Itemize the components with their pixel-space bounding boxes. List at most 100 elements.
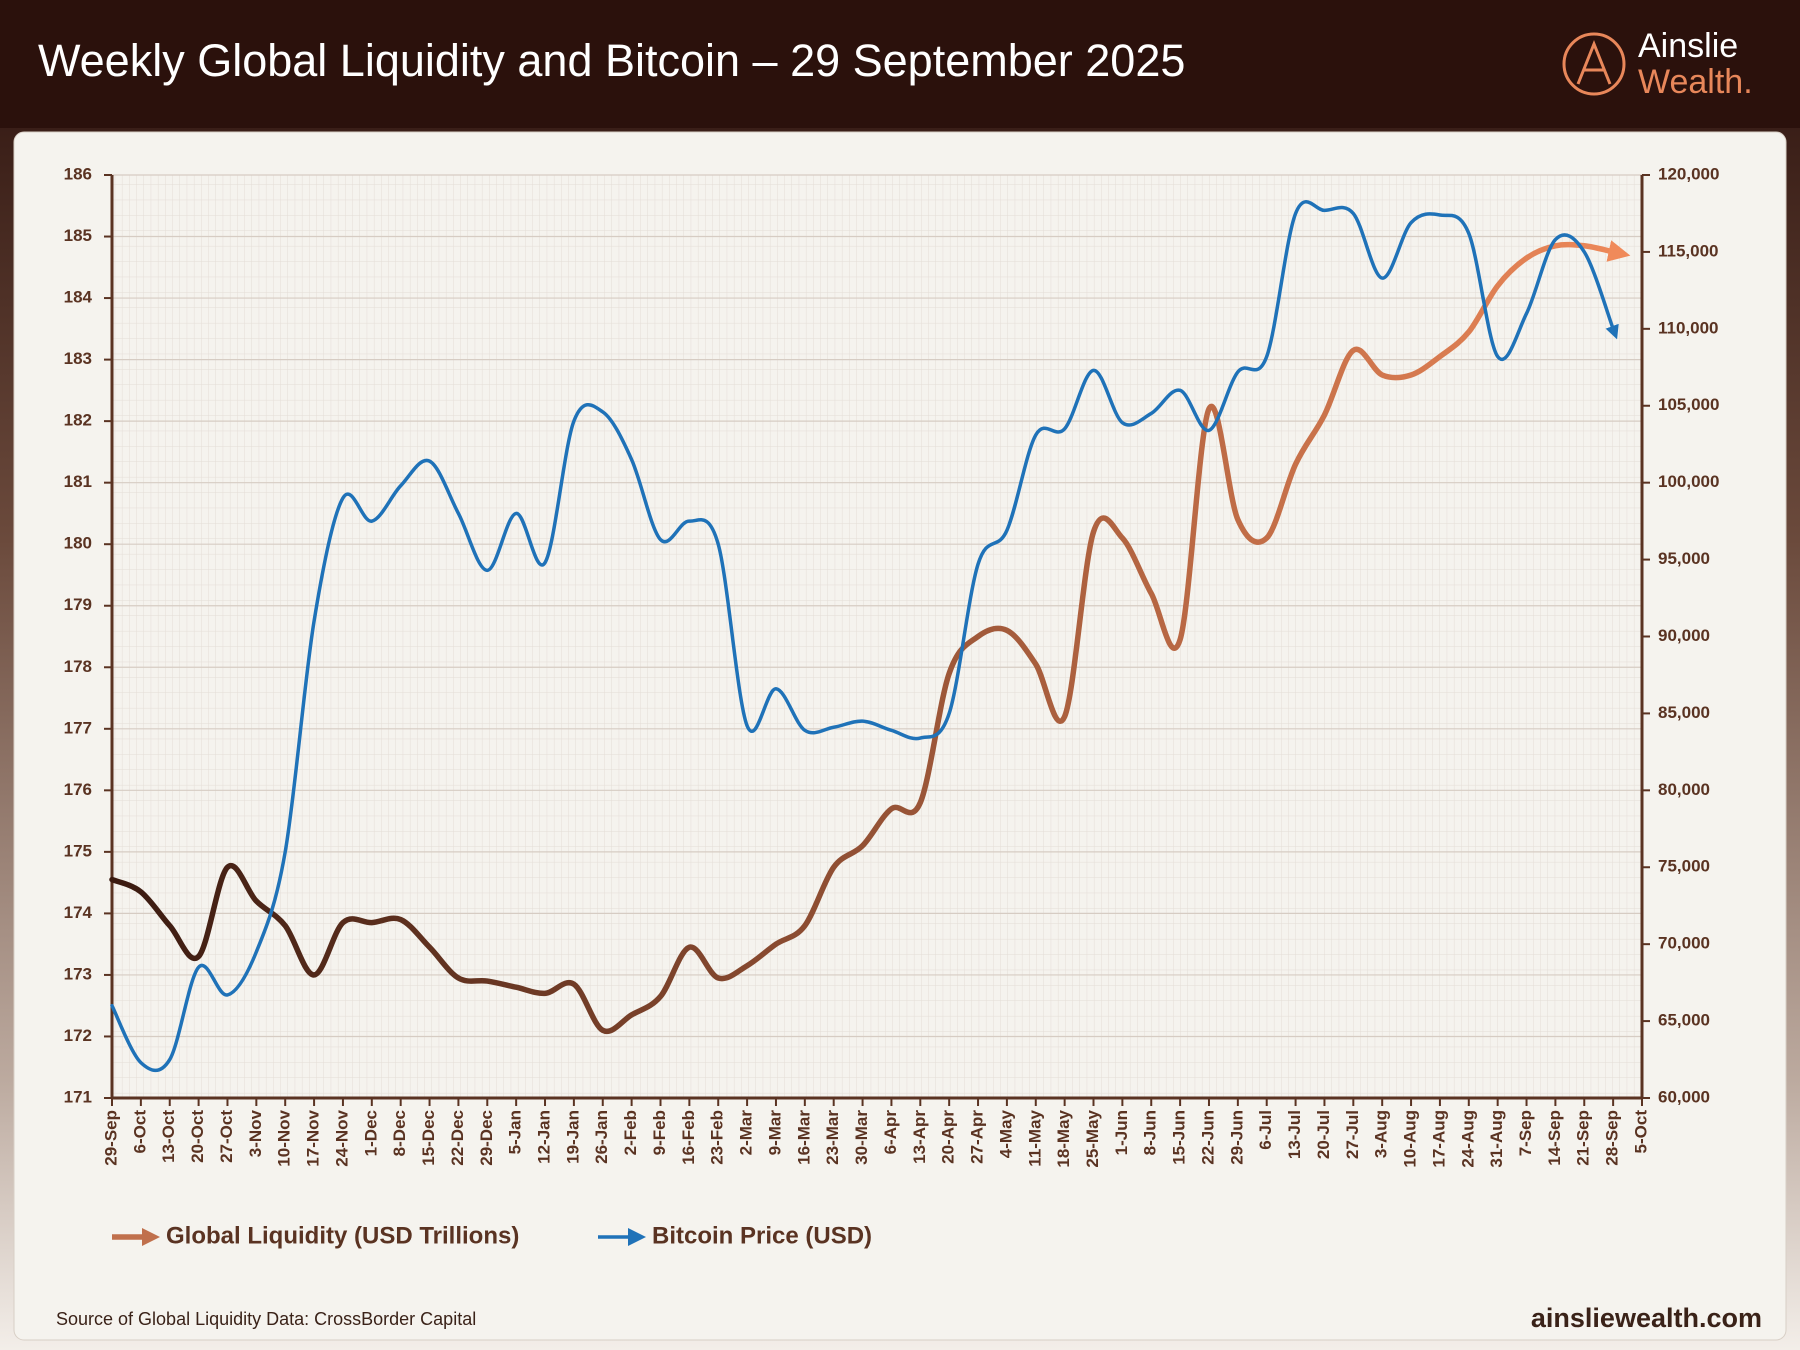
x-tick-label: 6-Jul xyxy=(1256,1110,1275,1150)
x-tick-label: 29-Jun xyxy=(1227,1110,1246,1165)
x-tick-label: 6-Apr xyxy=(881,1110,900,1155)
y2-tick-label: 115,000 xyxy=(1658,241,1719,260)
legend-arrow xyxy=(142,1228,160,1246)
y-tick-label: 173 xyxy=(64,964,92,983)
y2-tick-label: 75,000 xyxy=(1658,857,1710,876)
x-tick-label: 4-May xyxy=(996,1109,1015,1158)
x-tick-label: 15-Dec xyxy=(419,1110,438,1166)
y-tick-label: 175 xyxy=(64,841,92,860)
x-tick-label: 8-Jun xyxy=(1141,1110,1160,1155)
x-tick-label: 3-Nov xyxy=(246,1109,265,1157)
x-tick-label: 23-Mar xyxy=(823,1110,842,1165)
legend-arrow xyxy=(628,1228,646,1246)
x-tick-label: 20-Oct xyxy=(188,1110,207,1163)
header xyxy=(0,0,1800,128)
x-tick-label: 24-Nov xyxy=(332,1109,351,1166)
x-tick-label: 19-Jan xyxy=(563,1110,582,1164)
legend-label: Global Liquidity (USD Trillions) xyxy=(166,1222,519,1249)
logo-mark xyxy=(1576,39,1612,85)
x-tick-label: 2-Mar xyxy=(737,1110,756,1156)
source-note: Source of Global Liquidity Data: CrossBo… xyxy=(56,1309,476,1329)
y2-tick-label: 70,000 xyxy=(1658,934,1710,953)
y-tick-label: 176 xyxy=(64,780,92,799)
x-tick-label: 22-Dec xyxy=(448,1110,467,1166)
x-tick-label: 27-Apr xyxy=(968,1110,987,1164)
y-tick-label: 183 xyxy=(64,349,92,368)
y2-tick-label: 60,000 xyxy=(1658,1087,1710,1106)
x-tick-label: 20-Jul xyxy=(1314,1110,1333,1159)
y2-tick-label: 120,000 xyxy=(1658,164,1719,183)
x-tick-label: 12-Jan xyxy=(535,1110,554,1164)
x-tick-label: 27-Jul xyxy=(1343,1110,1362,1159)
x-tick-label: 5-Jan xyxy=(506,1110,525,1154)
x-tick-label: 9-Mar xyxy=(765,1110,784,1156)
y-tick-label: 181 xyxy=(64,472,92,491)
x-tick-label: 17-Aug xyxy=(1429,1110,1448,1168)
series-line xyxy=(110,200,1619,1073)
y2-tick-label: 95,000 xyxy=(1658,549,1710,568)
x-tick-label: 13-Apr xyxy=(910,1110,929,1164)
x-tick-label: 11-May xyxy=(1025,1109,1044,1166)
y2-tick-label: 100,000 xyxy=(1658,472,1719,491)
y2-tick-label: 65,000 xyxy=(1658,1011,1710,1030)
x-tick-label: 18-May xyxy=(1054,1109,1073,1167)
y2-tick-label: 85,000 xyxy=(1658,703,1710,722)
x-tick-label: 1-Dec xyxy=(361,1110,380,1156)
logo-bottom: Wealth. xyxy=(1638,63,1753,101)
y-tick-label: 184 xyxy=(64,288,93,307)
y-tick-label: 185 xyxy=(64,226,92,245)
x-tick-label: 9-Feb xyxy=(650,1110,669,1155)
legend-label: Bitcoin Price (USD) xyxy=(652,1222,872,1249)
x-tick-label: 3-Aug xyxy=(1372,1110,1391,1158)
x-tick-label: 21-Sep xyxy=(1574,1110,1593,1166)
x-tick-label: 29-Sep xyxy=(101,1110,120,1166)
x-tick-label: 26-Jan xyxy=(592,1110,611,1164)
x-tick-label: 16-Mar xyxy=(794,1110,813,1165)
y2-tick-label: 90,000 xyxy=(1658,626,1710,645)
x-tick-label: 17-Nov xyxy=(304,1109,323,1166)
x-tick-label: 24-Aug xyxy=(1458,1110,1477,1168)
x-tick-label: 20-Apr xyxy=(939,1110,958,1164)
y-tick-label: 179 xyxy=(64,595,92,614)
x-tick-label: 5-Oct xyxy=(1631,1110,1650,1154)
y2-tick-label: 80,000 xyxy=(1658,780,1710,799)
chart-title: Weekly Global Liquidity and Bitcoin – 29… xyxy=(38,35,1185,86)
x-tick-label: 25-May xyxy=(1083,1109,1102,1167)
x-tick-label: 13-Jul xyxy=(1285,1110,1304,1159)
series-line xyxy=(109,240,1631,1035)
x-tick-label: 13-Oct xyxy=(159,1110,178,1163)
x-tick-label: 7-Sep xyxy=(1516,1110,1535,1156)
x-tick-label: 27-Oct xyxy=(217,1110,236,1163)
y-tick-label: 182 xyxy=(64,411,92,430)
y2-tick-label: 110,000 xyxy=(1658,318,1719,337)
logo: Ainslie Wealth. xyxy=(1562,27,1753,101)
x-tick-label: 10-Nov xyxy=(275,1109,294,1166)
x-tick-label: 22-Jun xyxy=(1198,1110,1217,1165)
x-tick-label: 16-Feb xyxy=(679,1110,698,1165)
logo-top: Ainslie xyxy=(1638,27,1738,65)
y-tick-label: 172 xyxy=(64,1026,92,1045)
x-tick-label: 8-Dec xyxy=(390,1110,409,1156)
x-tick-label: 23-Feb xyxy=(708,1110,727,1165)
x-tick-label: 28-Sep xyxy=(1603,1110,1622,1166)
x-tick-label: 1-Jun xyxy=(1112,1110,1131,1155)
plot-background xyxy=(112,175,1642,1098)
x-tick-label: 10-Aug xyxy=(1401,1110,1420,1168)
x-tick-label: 15-Jun xyxy=(1170,1110,1189,1165)
x-tick-label: 31-Aug xyxy=(1487,1110,1506,1168)
y-tick-label: 174 xyxy=(64,903,93,922)
x-tick-label: 6-Oct xyxy=(130,1110,149,1154)
y-tick-label: 180 xyxy=(64,534,92,553)
x-tick-label: 14-Sep xyxy=(1545,1110,1564,1166)
x-tick-label: 30-Mar xyxy=(852,1110,871,1165)
logo-ring xyxy=(1562,32,1626,96)
y-tick-label: 186 xyxy=(64,164,92,183)
x-tick-label: 2-Feb xyxy=(621,1110,640,1155)
y-tick-label: 171 xyxy=(64,1087,92,1106)
y-tick-label: 177 xyxy=(64,718,92,737)
site: ainsliewealth.com xyxy=(1531,1303,1762,1333)
x-tick-label: 29-Dec xyxy=(477,1110,496,1166)
y2-tick-label: 105,000 xyxy=(1658,395,1719,414)
